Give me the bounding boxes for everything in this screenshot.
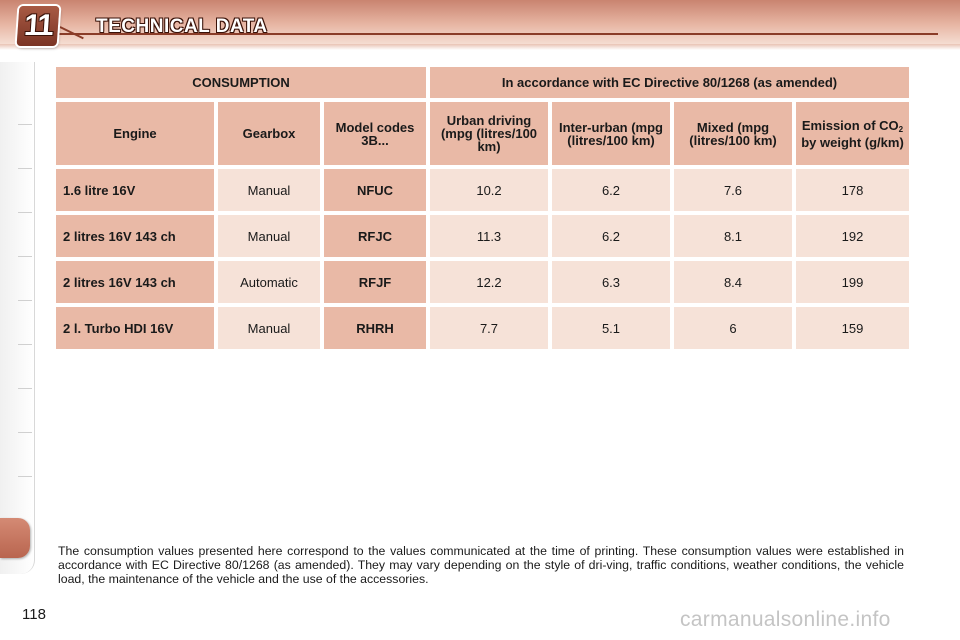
table-row: 2 l. Turbo HDI 16V Manual RHRH 7.7 5.1 6… [56,307,909,349]
cell-model-code: NFUC [324,169,426,211]
watermark: carmanualsonline.info [680,608,891,631]
chapter-number: 11 [23,9,54,42]
tab-divider [18,168,32,169]
cell-model-code: RFJC [324,215,426,257]
header-shadow [0,44,960,50]
col-model-codes-header: Model codes 3B... [324,102,426,165]
page-number: 118 [22,606,46,623]
cell-urban: 11.3 [430,215,548,257]
consumption-table: CONSUMPTION In accordance with EC Direct… [52,63,913,353]
cell-mixed: 7.6 [674,169,792,211]
tab-divider [18,212,32,213]
header-band [0,0,960,44]
cell-co2: 178 [796,169,909,211]
chapter-tab-strip [0,62,35,574]
tab-divider [18,432,32,433]
col-engine-header: Engine [56,102,214,165]
tab-divider [18,476,32,477]
cell-co2: 159 [796,307,909,349]
table-row: 2 litres 16V 143 ch Automatic RFJF 12.2 … [56,261,909,303]
cell-co2: 199 [796,261,909,303]
chapter-badge: 11 [16,6,60,46]
consumption-note: The consumption values presented here co… [58,544,904,586]
cell-engine: 1.6 litre 16V [56,169,214,211]
cell-model-code: RHRH [324,307,426,349]
col-emission-header: Emission of CO2 by weight (g/km) [796,102,909,165]
cell-inter-urban: 6.2 [552,169,670,211]
tab-divider [18,124,32,125]
consumption-header: CONSUMPTION [56,67,426,98]
col-mixed-header: Mixed (mpg (litres/100 km) [674,102,792,165]
cell-urban: 7.7 [430,307,548,349]
emission-subscript: 2 [898,124,904,134]
cell-gearbox: Automatic [218,261,320,303]
emission-suffix: by weight (g/km) [801,134,904,150]
cell-urban: 10.2 [430,169,548,211]
cell-engine: 2 l. Turbo HDI 16V [56,307,214,349]
col-inter-urban-header: Inter-urban (mpg (litres/100 km) [552,102,670,165]
directive-header: In accordance with EC Directive 80/1268 … [430,67,909,98]
tab-divider [18,300,32,301]
title-underline [58,33,938,35]
cell-inter-urban: 6.3 [552,261,670,303]
cell-gearbox: Manual [218,169,320,211]
cell-engine: 2 litres 16V 143 ch [56,215,214,257]
cell-mixed: 8.1 [674,215,792,257]
cell-co2: 192 [796,215,909,257]
cell-inter-urban: 6.2 [552,215,670,257]
cell-inter-urban: 5.1 [552,307,670,349]
tab-divider [18,256,32,257]
table-column-header-row: Engine Gearbox Model codes 3B... Urban d… [56,102,909,165]
table-group-header-row: CONSUMPTION In accordance with EC Direct… [56,67,909,98]
page-title: TECHNICAL DATA [96,16,268,37]
cell-mixed: 8.4 [674,261,792,303]
cell-urban: 12.2 [430,261,548,303]
cell-model-code: RFJF [324,261,426,303]
table-row: 1.6 litre 16V Manual NFUC 10.2 6.2 7.6 1… [56,169,909,211]
col-gearbox-header: Gearbox [218,102,320,165]
cell-engine: 2 litres 16V 143 ch [56,261,214,303]
col-urban-header: Urban driving (mpg (litres/100 km) [430,102,548,165]
cell-mixed: 6 [674,307,792,349]
chapter-tab-active[interactable] [0,518,30,558]
tab-divider [18,344,32,345]
cell-gearbox: Manual [218,307,320,349]
emission-prefix: Emission of CO [801,117,899,133]
tab-divider [18,388,32,389]
cell-gearbox: Manual [218,215,320,257]
table-row: 2 litres 16V 143 ch Manual RFJC 11.3 6.2… [56,215,909,257]
